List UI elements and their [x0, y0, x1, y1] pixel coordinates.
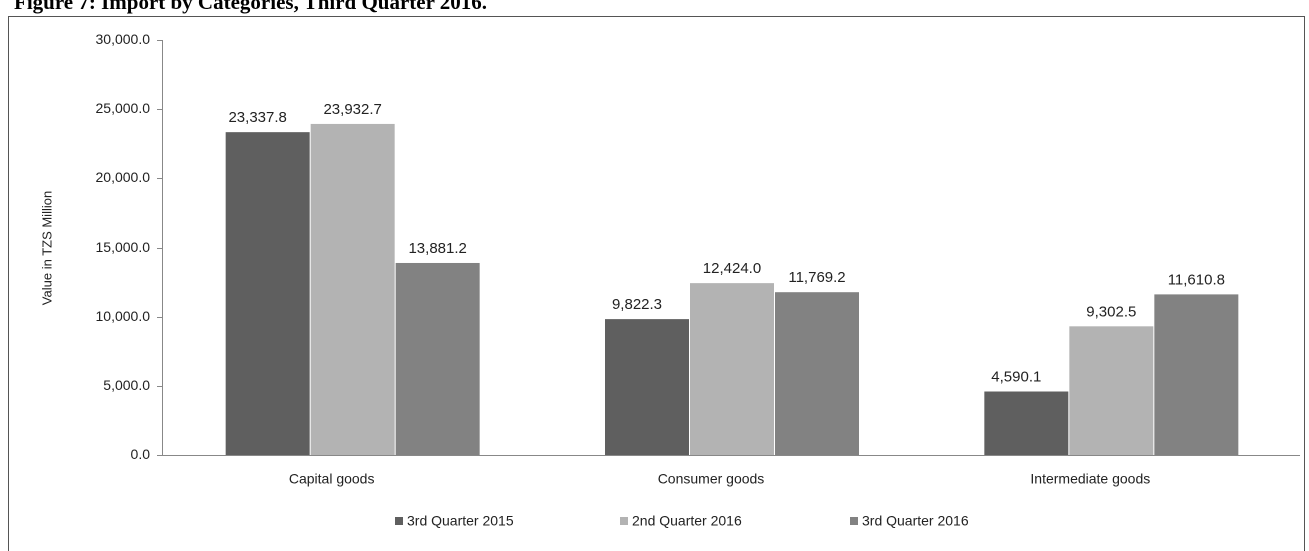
bar — [1069, 326, 1154, 455]
legend-label: 3rd Quarter 2015 — [407, 513, 514, 529]
legend-label: 2nd Quarter 2016 — [632, 513, 742, 529]
bar — [690, 283, 774, 455]
legend-swatch — [395, 517, 403, 525]
x-tick-label: Consumer goods — [658, 471, 765, 487]
y-tick-label: 5,000.0 — [103, 377, 150, 393]
value-label: 9,822.3 — [612, 296, 662, 313]
bar — [310, 123, 395, 456]
y-tick-label: 15,000.0 — [96, 239, 151, 255]
value-label: 9,302.5 — [1086, 303, 1136, 320]
bar — [605, 319, 689, 455]
bar — [1154, 294, 1239, 455]
bar — [984, 391, 1069, 455]
y-axis-label: Value in TZS Million — [39, 191, 54, 305]
value-label: 11,610.8 — [1168, 271, 1225, 288]
y-tick-label: 0.0 — [131, 446, 151, 462]
y-tick-label: 30,000.0 — [96, 31, 151, 47]
value-label: 13,881.2 — [408, 240, 466, 257]
y-tick-label: 20,000.0 — [96, 169, 151, 185]
value-label: 23,932.7 — [323, 101, 381, 118]
x-tick-label: Capital goods — [289, 471, 375, 487]
chart-title: Figure 7: Import by Categories, Third Qu… — [14, 0, 487, 14]
value-label: 23,337.8 — [228, 109, 286, 126]
chart-frame — [8, 16, 1305, 551]
bar — [395, 262, 480, 455]
bar — [225, 132, 310, 455]
legend-swatch — [850, 517, 858, 525]
value-label: 12,424.0 — [703, 260, 761, 277]
x-tick-label: Intermediate goods — [1030, 471, 1150, 487]
bar — [775, 292, 859, 455]
legend-swatch — [620, 517, 628, 525]
value-label: 4,590.1 — [991, 368, 1041, 385]
legend-label: 3rd Quarter 2016 — [862, 513, 969, 529]
y-tick-label: 25,000.0 — [96, 100, 151, 116]
value-label: 11,769.2 — [788, 269, 845, 286]
y-tick-label: 10,000.0 — [96, 308, 151, 324]
